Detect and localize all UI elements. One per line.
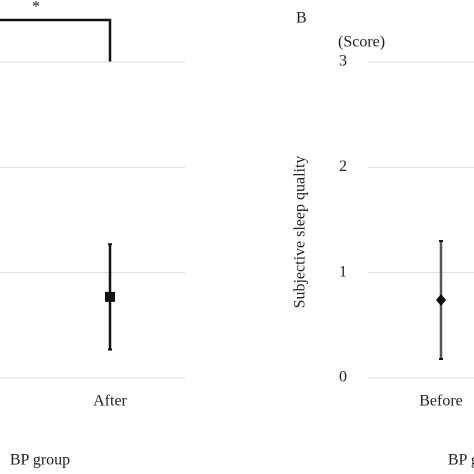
y-unit: (Score) <box>338 34 385 51</box>
x-tick-label: Before <box>419 393 463 410</box>
significance-bracket <box>0 18 112 62</box>
panel-label: B <box>296 10 307 27</box>
x-axis-label: BP group <box>10 452 70 469</box>
x-axis-label: BP group <box>448 452 474 469</box>
y-tick-label: 3 <box>339 53 347 70</box>
y-tick-label: 0 <box>339 369 347 386</box>
y-tick-label: 2 <box>339 158 347 175</box>
y-axis-label: Subjective sleep quality <box>292 156 309 309</box>
x-tick-label: After <box>93 393 127 410</box>
significance-mark: * <box>32 0 40 16</box>
marker <box>105 291 115 302</box>
marker <box>436 294 446 307</box>
y-tick-label: 1 <box>339 263 347 280</box>
